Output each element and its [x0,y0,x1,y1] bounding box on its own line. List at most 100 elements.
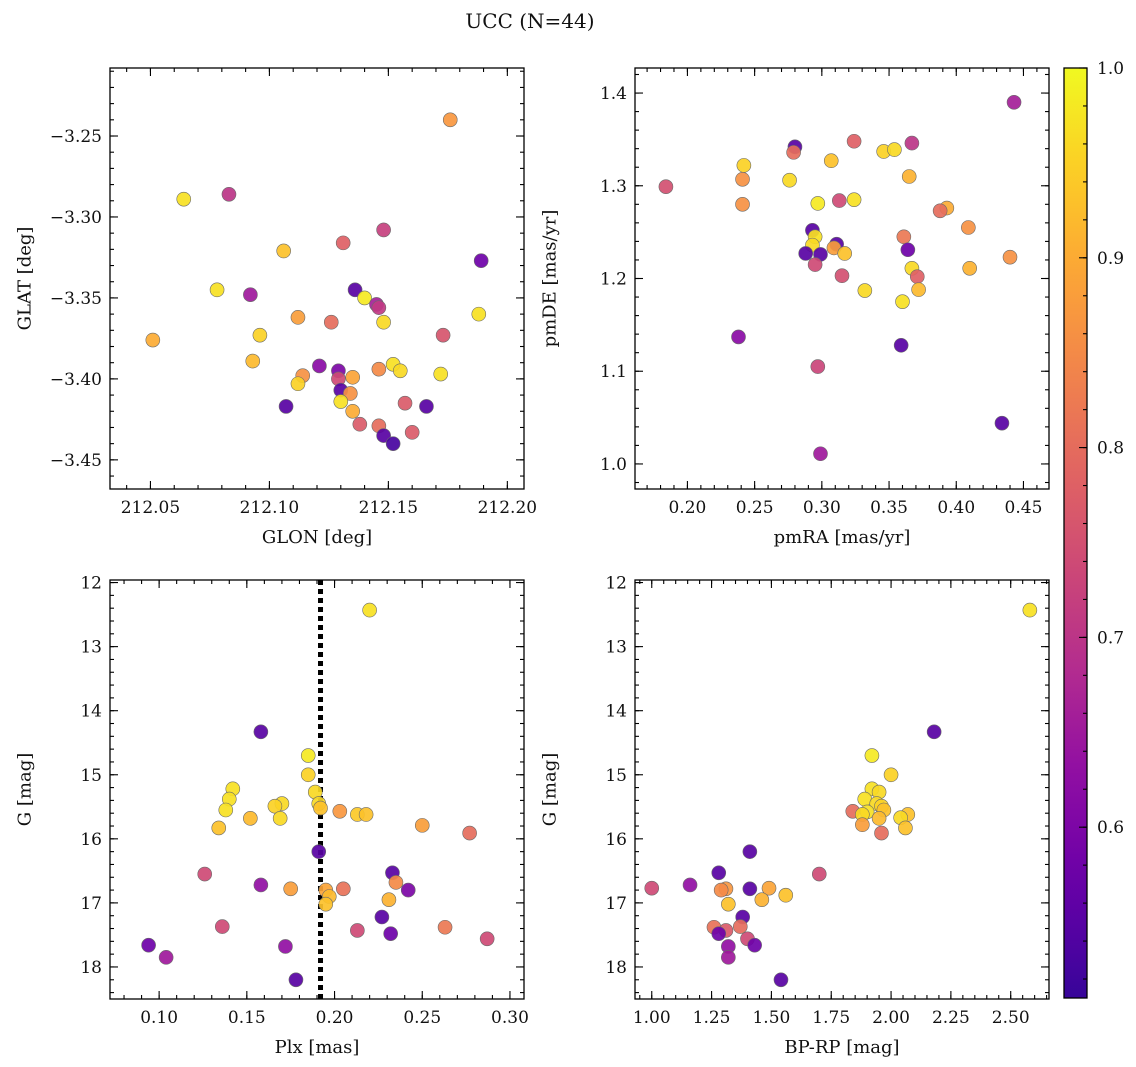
y-tick-label: 1.0 [600,455,627,475]
data-point [798,246,814,261]
data-point [1006,95,1022,110]
x-axis-label: pmRA [mas/yr] [774,527,911,548]
x-tick-label: 2.50 [992,1008,1030,1028]
data-point [887,142,902,157]
x-axis-label: BP-RP [mag] [784,1037,899,1058]
data-point [711,926,727,941]
colorbar-tick-label: 0.7 [1097,628,1124,648]
x-tick-label: 0.45 [1005,498,1043,518]
data-point [437,919,453,935]
data-point [786,145,801,160]
scatter-panel-1: 212.05 212.10 212.15 212.20 −3.25 −3.30 −3.35 −… [14,67,537,548]
x-tick-label: 0.30 [803,498,841,518]
x-tick-label: 212.05 [121,498,180,518]
x-axis-label: GLON [deg] [262,527,372,548]
y-tick-label: 1.1 [600,362,627,382]
data-point [901,169,917,184]
data-point [961,220,976,235]
data-point [288,972,304,988]
x-tick-label: 1.25 [693,1008,731,1028]
x-tick-label: 0.15 [228,1008,266,1028]
data-point [778,887,794,903]
data-point [404,425,420,440]
data-point [857,283,873,298]
data-point [846,133,862,149]
data-point [350,923,365,938]
data-point [313,800,328,816]
plot-frame [634,579,1050,1000]
data-point [388,875,404,890]
data-point [442,112,458,128]
data-point [400,882,416,898]
data-point [141,937,156,953]
y-tick-label: 13 [605,638,627,658]
data-point [374,909,390,925]
data-point [209,282,225,298]
x-tick-label: 0.25 [403,1008,441,1028]
data-point [253,877,269,893]
scatter-panel-2: 0.20 0.25 0.30 0.35 0.40 0.45 1.0 1.1 1.2 1.3 1.4 p… [539,67,1050,548]
scatter-panel-4: 1.00 1.25 1.50 1.75 2.00 2.25 2.50 12 13 14 15 16 17… [539,574,1050,1058]
x-tick-label: 1.50 [752,1008,790,1028]
data-point [253,724,269,740]
data-point [414,818,430,833]
x-tick-label: 0.40 [937,498,975,518]
colorbar-tick-label: 0.8 [1097,439,1124,459]
data-point [333,394,349,409]
y-tick-label: 15 [605,766,627,786]
data-point [145,332,161,348]
colorbar-tick-label: 0.6 [1097,818,1124,838]
data-point [747,937,762,953]
data-point [252,327,268,343]
data-point [371,300,387,315]
data-point [332,803,348,819]
data-point [896,229,912,245]
data-point [371,361,387,377]
data-point [736,158,752,173]
x-tick-label: 2.25 [932,1008,970,1028]
y-tick-label: −3.25 [50,127,102,147]
data-point [312,358,327,374]
y-tick-label: 1.3 [600,177,627,197]
data-point [311,844,327,859]
data-point [243,287,258,302]
y-tick-label: 1.2 [600,270,627,290]
data-point [290,376,306,392]
y-tick-label: 14 [605,702,627,722]
data-point [352,416,368,432]
x-tick-label: 0.25 [736,498,774,518]
data-point [176,191,192,207]
data-point [811,866,827,882]
data-point [834,268,850,284]
data-point [243,811,258,826]
data-point [397,395,413,411]
data-point [909,269,925,284]
data-point [893,337,909,353]
y-axis-label: G [mag] [539,753,560,826]
y-tick-label: 16 [80,830,102,850]
data-point [761,880,777,896]
data-point [290,310,306,325]
y-tick-label: 15 [80,766,102,786]
data-point [832,193,847,208]
data-point [357,290,372,306]
data-point [813,446,828,462]
x-tick-label: 1.00 [633,1008,671,1028]
y-tick-label: −3.35 [50,289,102,309]
x-axis-label: Plx [mas] [275,1037,360,1058]
points [145,112,489,451]
points [644,602,1038,988]
data-point [874,825,889,841]
data-point [462,825,477,841]
y-tick-label: 1.4 [600,84,627,104]
data-point [323,314,339,330]
scatter-panels: 212.05 212.10 212.15 212.20 −3.25 −3.30 −3.35 −… [14,67,1050,1058]
data-point [1022,602,1038,618]
data-point [1002,249,1018,265]
data-point [479,931,495,947]
data-point [343,386,358,401]
data-point [345,403,360,419]
data-point [932,203,948,219]
data-point [221,187,237,202]
